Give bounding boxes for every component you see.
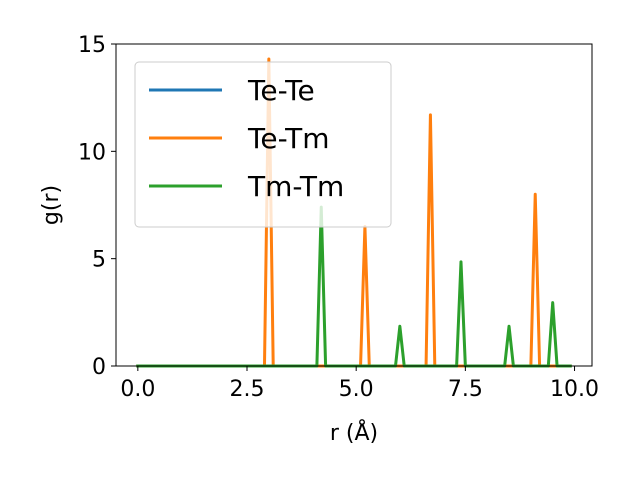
legend-label-te-te: Te-Te (247, 74, 315, 107)
legend-label-te-tm: Te-Tm (247, 122, 329, 155)
x-tick-label: 7.5 (448, 377, 483, 402)
y-axis-label: g(r) (39, 185, 64, 225)
y-tick-label: 0 (92, 355, 106, 380)
x-axis: 0.0 2.5 5.0 7.5 10.0 (120, 366, 599, 402)
y-tick-label: 10 (78, 140, 106, 165)
x-tick-label: 2.5 (230, 377, 265, 402)
x-axis-label: r (Å) (330, 419, 378, 446)
plot-frame (115, 43, 593, 367)
legend: Te-Te Te-Tm Tm-Tm (134, 61, 392, 228)
series-line-tm-tm (136, 205, 572, 368)
x-tick-label: 10.0 (550, 377, 599, 402)
y-axis: 0 5 10 15 (78, 33, 116, 380)
y-tick-label: 5 (92, 248, 106, 273)
x-tick-label: 0.0 (120, 377, 155, 402)
legend-label-tm-tm: Tm-Tm (247, 170, 344, 203)
y-tick-label: 15 (78, 33, 106, 58)
x-tick-label: 5.0 (339, 377, 374, 402)
